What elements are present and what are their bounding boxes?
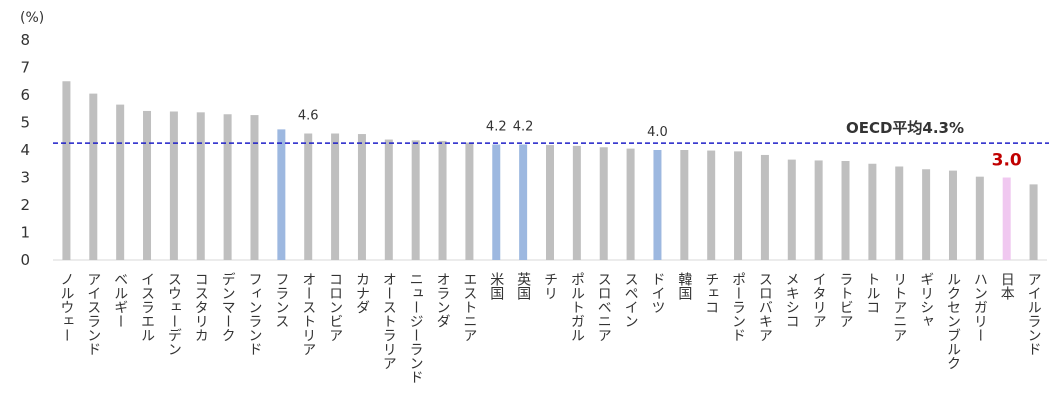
y-tick-label: 4 <box>20 141 30 159</box>
category-label: ポルトガル <box>569 272 585 342</box>
category-label: スウェーデン <box>166 272 182 356</box>
category-label: 日本 <box>999 272 1015 300</box>
category-label: 韓国 <box>676 272 692 300</box>
category-label: スロベニア <box>596 272 612 342</box>
bar <box>707 150 716 260</box>
bar <box>895 166 904 260</box>
y-tick-label: 3 <box>20 169 30 187</box>
bar <box>357 134 366 260</box>
category-label: 英国 <box>515 271 531 300</box>
y-tick-label: 0 <box>20 251 30 269</box>
bars <box>62 81 1038 260</box>
bar <box>519 144 528 260</box>
category-labels: ノルウェー アイスランド ベルギー イスラエル スウェーデン コスタリカ デンマーク フィンラ… <box>58 271 1041 384</box>
category-label: ハンガリー <box>972 272 988 342</box>
bar <box>814 160 823 260</box>
y-tick-label: 8 <box>20 31 30 49</box>
bar <box>1002 177 1011 260</box>
category-label: イタリア <box>811 272 827 328</box>
category-label: チリ <box>542 272 558 300</box>
bar <box>438 140 447 260</box>
category-label: カナダ <box>354 272 370 314</box>
bar <box>62 81 71 260</box>
category-label: フィンランド <box>246 272 262 356</box>
category-label: フランス <box>273 272 289 328</box>
bar <box>465 142 474 260</box>
bar <box>841 161 850 260</box>
y-axis-unit: (%) <box>20 10 44 26</box>
oecd-average: OECD平均4.3% <box>53 119 1049 144</box>
bar <box>223 114 232 260</box>
category-label: スロバキア <box>757 272 773 342</box>
data-label: 4.2 <box>486 120 507 135</box>
bar <box>599 147 608 260</box>
bar <box>975 176 984 260</box>
y-tick-label: 7 <box>20 59 30 77</box>
bar <box>734 151 743 260</box>
category-label: エストニア <box>461 272 477 342</box>
bar <box>384 139 393 260</box>
category-label: 米国 <box>488 272 504 300</box>
y-axis-ticks: 0 1 2 3 4 5 6 7 8 <box>20 31 30 269</box>
category-label: デンマーク <box>220 272 236 342</box>
category-label: ポーランド <box>730 272 746 342</box>
bar <box>546 145 554 260</box>
bar <box>868 163 877 260</box>
category-label: コロンビア <box>327 272 343 342</box>
category-label: トルコ <box>864 272 880 314</box>
bar <box>680 150 689 260</box>
category-label: コスタリカ <box>193 272 209 342</box>
category-label: スペイン <box>623 272 639 328</box>
bar <box>653 150 662 260</box>
bar <box>250 115 259 260</box>
bar <box>760 154 769 260</box>
data-label: 4.0 <box>647 125 668 140</box>
data-label: 4.2 <box>513 120 534 135</box>
y-tick-label: 2 <box>20 196 30 214</box>
y-tick-label: 5 <box>20 114 30 132</box>
bar <box>411 140 420 260</box>
category-label: オーストラリア <box>381 272 397 370</box>
category-label: アイスランド <box>85 272 101 356</box>
bar <box>331 133 340 260</box>
category-label: リトアニア <box>891 272 907 342</box>
category-label: アイルランド <box>1026 272 1042 356</box>
category-label: オーストリア <box>300 272 316 356</box>
category-label: チェコ <box>703 272 719 314</box>
bar <box>304 133 313 260</box>
bar <box>89 93 98 260</box>
oecd-average-label: OECD平均4.3% <box>846 119 964 137</box>
y-tick-label: 1 <box>20 224 30 242</box>
bar <box>572 145 581 260</box>
category-label: オランダ <box>435 272 451 328</box>
bar <box>1029 184 1038 260</box>
category-label: ルクセンブルク <box>945 272 961 370</box>
bar <box>277 129 286 260</box>
bar <box>492 144 501 260</box>
y-tick-label: 6 <box>20 86 30 104</box>
category-label: メキシコ <box>784 272 800 328</box>
category-label: ノルウェー <box>58 272 74 342</box>
category-label: イスラエル <box>139 272 155 342</box>
bar <box>169 111 178 260</box>
data-label: 4.6 <box>298 109 319 124</box>
data-labels: 4.6 4.2 4.2 4.0 3.0 <box>298 109 1022 171</box>
category-label: ドイツ <box>649 272 665 314</box>
category-label: ニュージーランド <box>408 272 424 384</box>
bar <box>922 169 931 260</box>
bar <box>787 159 796 260</box>
category-label: ギリシャ <box>918 272 934 328</box>
category-label: ベルギー <box>112 272 128 328</box>
japan-data-label: 3.0 <box>992 151 1022 171</box>
bar <box>626 148 635 260</box>
bar <box>948 170 957 260</box>
category-label: ラトビア <box>838 272 854 328</box>
bar <box>116 104 125 260</box>
bar <box>196 112 205 260</box>
bar <box>143 110 152 260</box>
